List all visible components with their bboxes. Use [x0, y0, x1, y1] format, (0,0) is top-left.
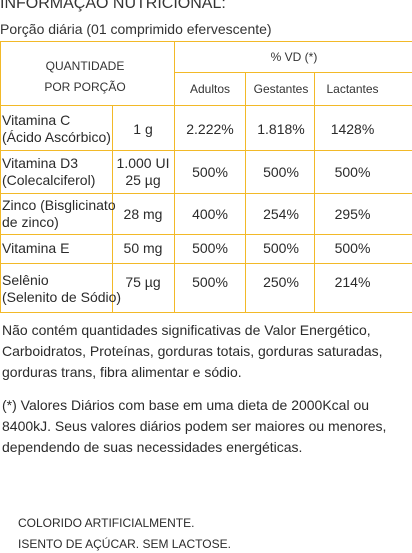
footer-colouring-notice: COLORIDO ARTIFICIALMENTE. [18, 516, 195, 530]
nutrient-name: Vitamina D3 [2, 155, 79, 171]
serving-size: Porção diária (01 comprimido efervescent… [0, 21, 272, 37]
nutrient-amount: 1 g [133, 121, 153, 137]
vd-lactantes: 500% [334, 240, 371, 256]
vd-header-rule [174, 72, 412, 74]
nutrient-name: Vitamina C [2, 112, 71, 128]
header-bottom-rule [0, 105, 412, 107]
column-divider [314, 72, 316, 313]
footer-sugar-lactose-notice: ISENTO DE AÇÚCAR. SEM LACTOSE. [18, 537, 231, 551]
vd-adultos: 500% [192, 164, 228, 180]
column-header-gestantes: Gestantes [253, 82, 309, 96]
vd-gestantes: 500% [263, 240, 299, 256]
column-header-lactantes: Lactantes [326, 82, 379, 96]
nutrient-name: Zinco (Bisglicinato [2, 197, 116, 213]
vd-lactantes: 214% [334, 274, 371, 290]
vd-adultos: 500% [192, 274, 228, 290]
column-header-adultos: Adultos [189, 82, 231, 96]
nutrient-source: (Selenito de Sódio) [2, 289, 122, 305]
not-significant-note: Não contém quantidades significativas de… [2, 322, 383, 380]
nutrient-amount-secondary: 25 µg [125, 172, 161, 188]
table-left-border [0, 41, 2, 313]
daily-values-note: (*) Valores Diários com base em uma diet… [2, 397, 387, 455]
nutrient-source: (Ácido Ascórbico) [2, 129, 111, 145]
table-bottom-rule [0, 312, 412, 314]
vd-gestantes: 254% [263, 206, 299, 222]
nutrient-amount: 75 µg [125, 274, 161, 290]
table-top-rule [0, 41, 412, 43]
vd-header: % VD (*) [270, 50, 318, 64]
vd-adultos: 2.222% [186, 121, 234, 137]
quantity-header-line1: QUANTIDADE [45, 59, 125, 73]
vd-adultos: 400% [192, 206, 228, 222]
vd-gestantes: 250% [263, 274, 299, 290]
nutrient-amount: 28 mg [123, 206, 163, 222]
nutrient-name: Selênio [2, 272, 49, 288]
nutrient-source: (Colecalciferol) [2, 172, 96, 188]
column-divider [174, 41, 176, 313]
row-divider [0, 150, 412, 152]
column-divider [112, 105, 114, 313]
vd-lactantes: 500% [334, 164, 371, 180]
row-divider [0, 193, 412, 195]
vd-lactantes: 295% [334, 206, 371, 222]
nutrient-name: Vitamina E [2, 240, 70, 256]
vd-lactantes: 1428% [330, 121, 375, 137]
nutrient-amount: 1.000 UI [116, 155, 170, 171]
quantity-header-line2: POR PORÇÃO [44, 80, 126, 94]
row-divider [0, 263, 412, 265]
panel-title: INFORMAÇÃO NUTRICIONAL: [0, 0, 226, 12]
row-divider [0, 234, 412, 236]
vd-gestantes: 1.818% [257, 121, 305, 137]
nutrient-amount: 50 mg [123, 240, 163, 256]
column-divider [245, 72, 247, 313]
vd-adultos: 500% [192, 240, 228, 256]
vd-gestantes: 500% [263, 164, 299, 180]
nutrient-source: de zinco) [2, 214, 59, 230]
